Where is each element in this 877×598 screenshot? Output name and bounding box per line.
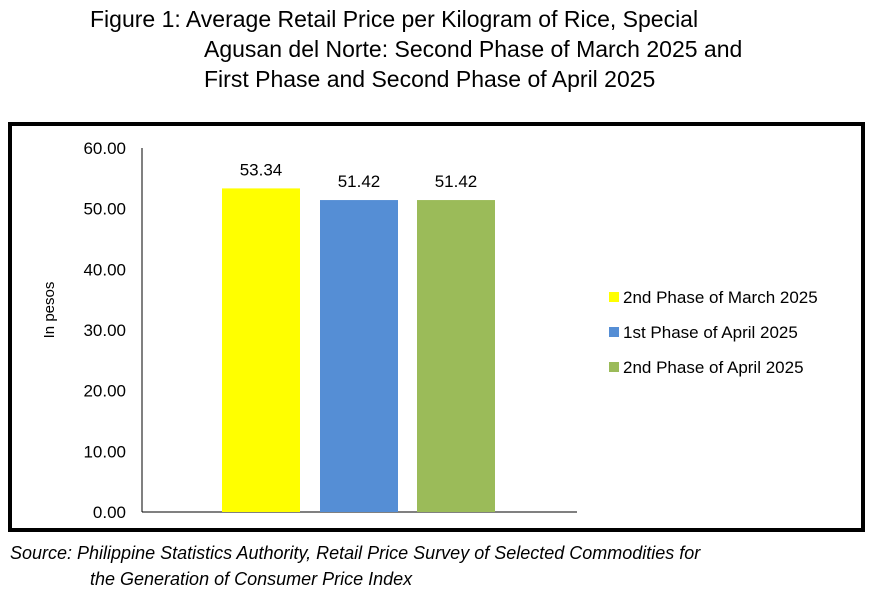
bar-data-label: 51.42 <box>435 172 478 191</box>
y-tick-label: 60.00 <box>83 139 126 158</box>
bar <box>222 188 300 512</box>
legend-swatch <box>609 292 619 302</box>
legend-entry-label: 1st Phase of April 2025 <box>623 323 798 342</box>
bar-labels: 53.34 51.42 51.42 <box>240 160 478 191</box>
chart-frame: 0.00 10.00 20.00 30.00 40.00 50.00 60.00 53.34… <box>8 122 865 532</box>
bar-chart: 0.00 10.00 20.00 30.00 40.00 50.00 60.00 53.34… <box>41 139 818 522</box>
y-axis: 0.00 10.00 20.00 30.00 40.00 50.00 60.00 <box>83 139 577 522</box>
figure-title: Figure 1: Average Retail Price per Kilog… <box>90 4 870 94</box>
legend-entry-label: 2nd Phase of March 2025 <box>623 288 818 307</box>
y-tick-label: 30.00 <box>83 321 126 340</box>
y-tick-label: 20.00 <box>83 382 126 401</box>
y-tick-label: 40.00 <box>83 260 126 279</box>
source-line-1: Source: Philippine Statistics Authority,… <box>10 543 701 563</box>
legend-entry-label: 2nd Phase of April 2025 <box>623 358 804 377</box>
bar-data-label: 53.34 <box>240 160 283 179</box>
y-tick-label: 0.00 <box>93 503 126 522</box>
figure-title-line-3: First Phase and Second Phase of April 20… <box>204 66 656 92</box>
source-line-2: the Generation of Consumer Price Index <box>90 569 413 589</box>
legend-swatch <box>609 327 619 337</box>
source-note: Source: Philippine Statistics Authority,… <box>10 540 870 592</box>
legend: 2nd Phase of March 2025 1st Phase of Apri… <box>609 288 818 377</box>
figure-title-line-1: Figure 1: Average Retail Price per Kilog… <box>90 6 699 32</box>
bar <box>417 200 495 512</box>
y-axis-label: In pesos <box>41 282 58 339</box>
bar <box>320 200 398 512</box>
y-tick-label: 10.00 <box>83 442 126 461</box>
figure-title-line-2: Agusan del Norte: Second Phase of March … <box>204 36 743 62</box>
bar-data-label: 51.42 <box>338 172 381 191</box>
bars <box>222 188 495 512</box>
y-tick-label: 50.00 <box>83 200 126 219</box>
legend-swatch <box>609 362 619 372</box>
